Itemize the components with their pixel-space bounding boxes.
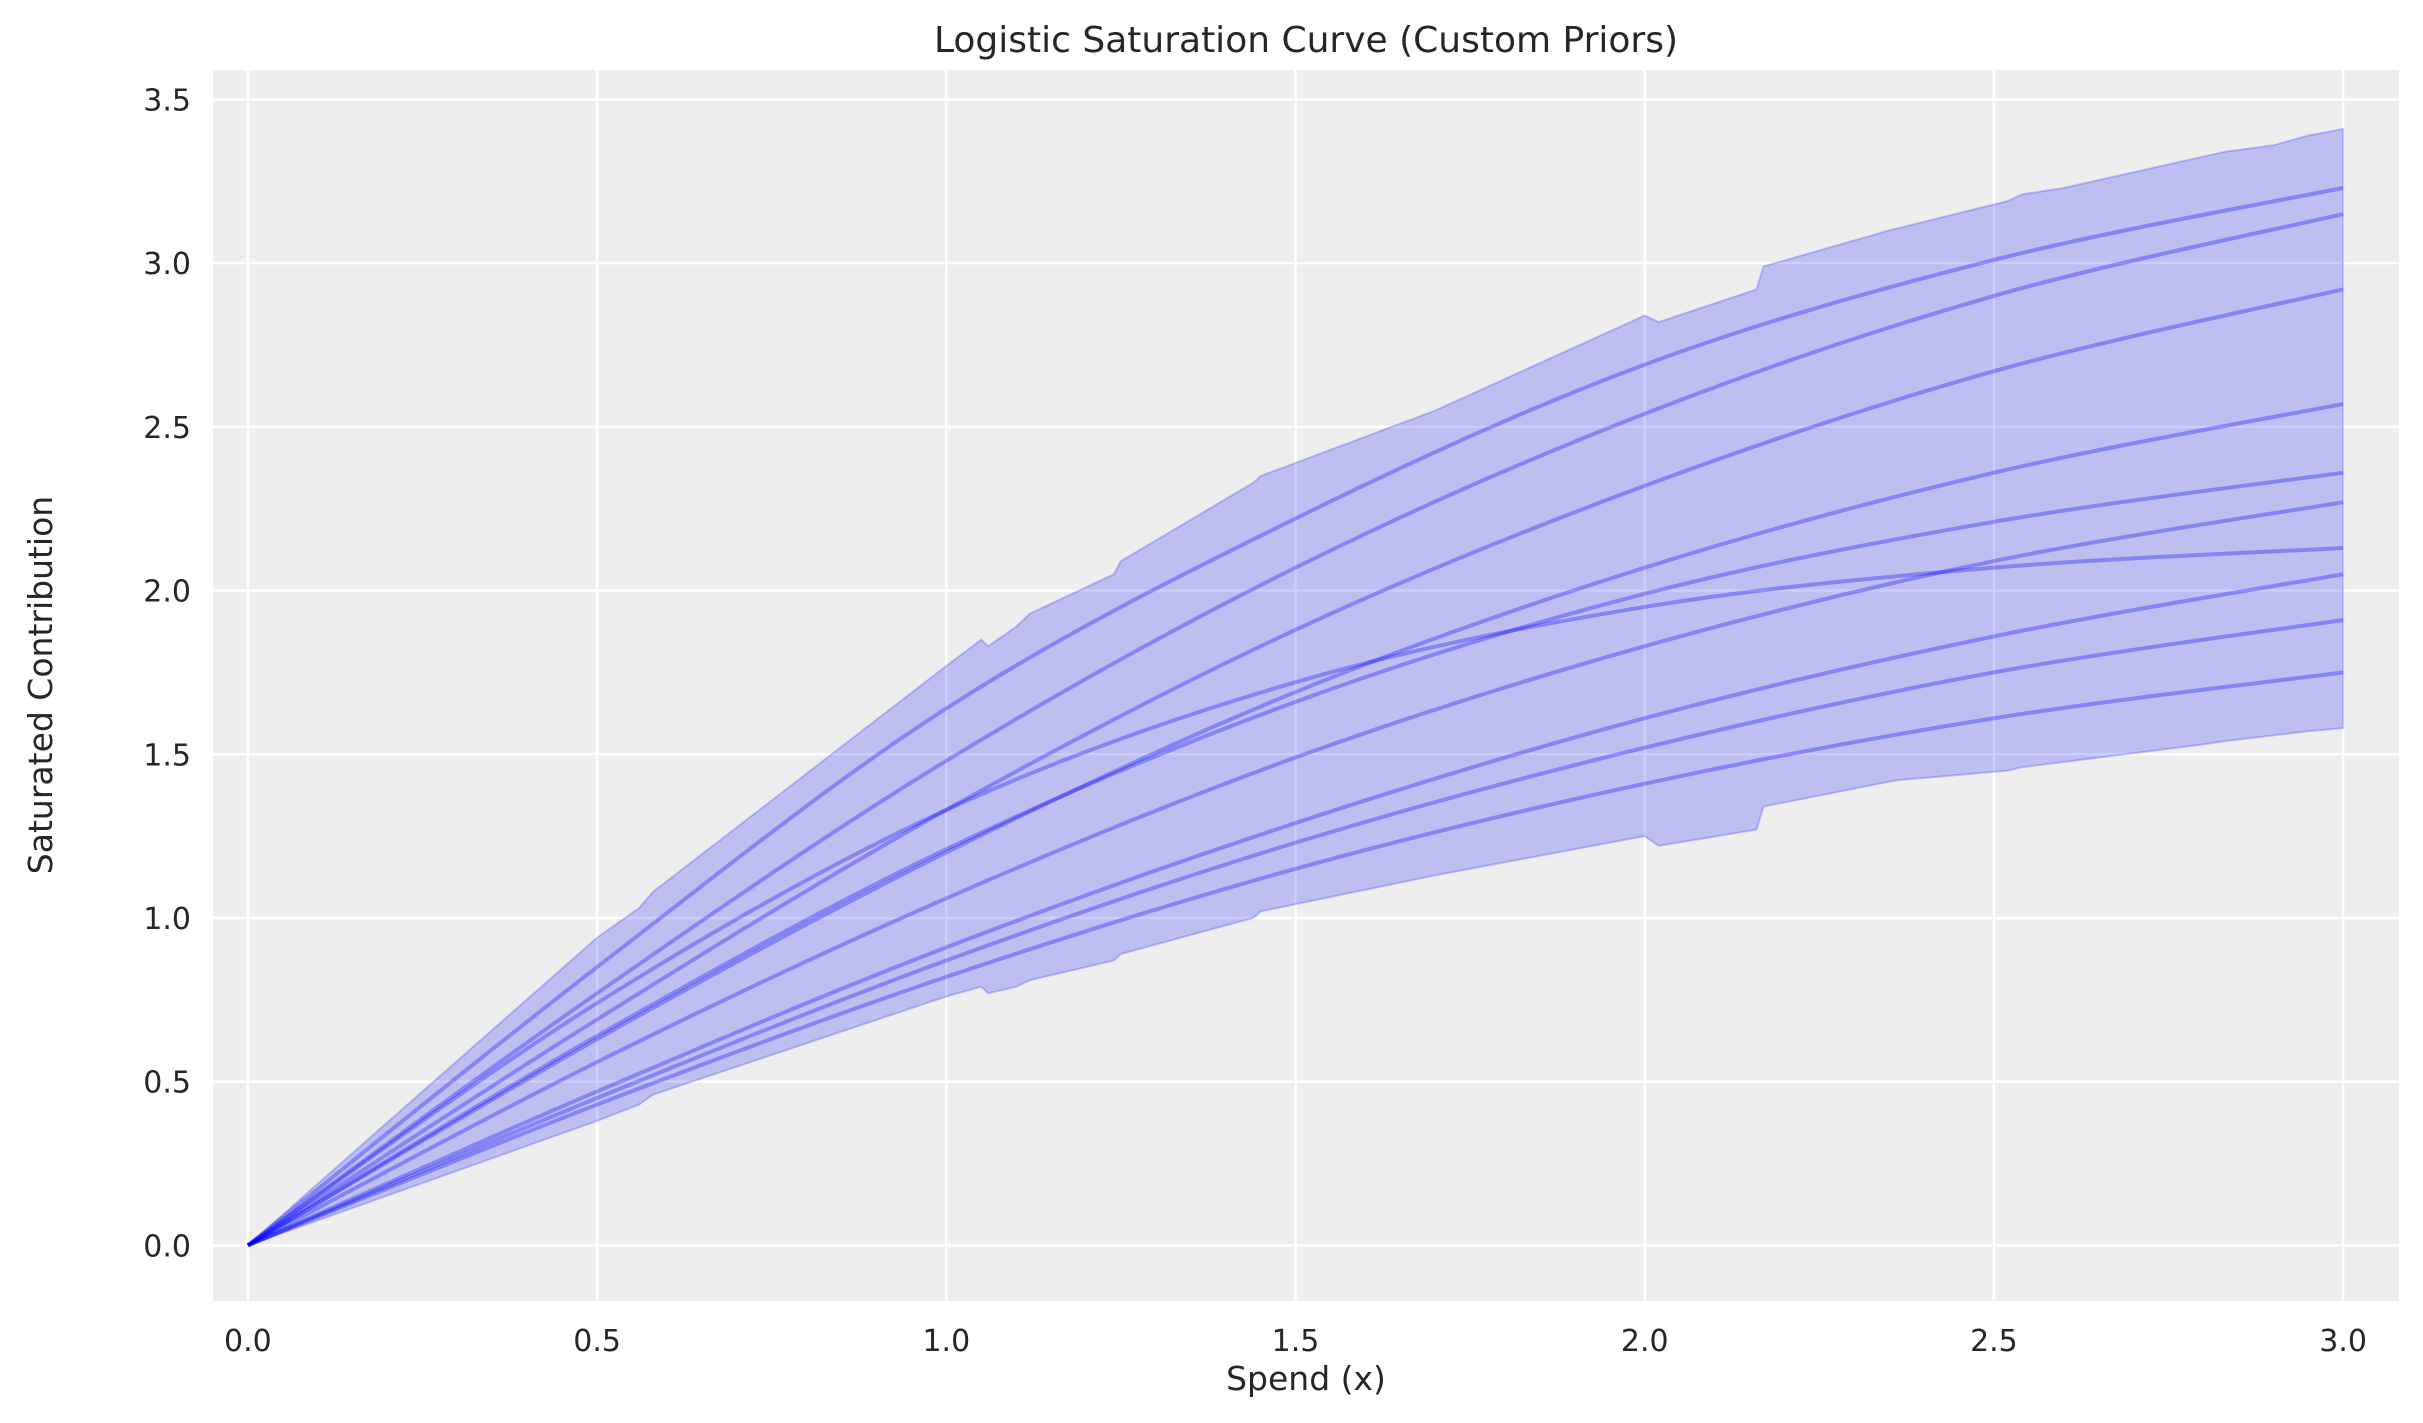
x-tick-label: 2.5 [1970, 1324, 2018, 1359]
x-tick-label: 1.5 [1272, 1324, 1320, 1359]
x-tick-label: 3.0 [2319, 1324, 2367, 1359]
y-axis-label: Saturated Contribution [21, 496, 60, 874]
y-tick-label: 3.0 [143, 247, 191, 282]
series-line-3 [246, 287, 2344, 1248]
x-axis-label: Spend (x) [1226, 1359, 1386, 1398]
y-tick-label: 0.5 [143, 1066, 191, 1101]
series-line-8 [247, 572, 2344, 1248]
band-layer [247, 127, 2345, 1247]
x-tick-label: 1.0 [922, 1324, 970, 1359]
series-line-2 [246, 212, 2344, 1247]
series-line-10 [247, 670, 2344, 1248]
plot-area [213, 70, 2399, 1301]
series-line-7 [246, 545, 2344, 1247]
x-tick-labels: 0.0 0.5 1.0 1.5 2.0 2.5 3.0 [224, 1324, 2367, 1359]
y-tick-label: 2.0 [143, 575, 191, 610]
y-tick-label: 0.0 [143, 1229, 191, 1264]
x-tick-label: 0.5 [573, 1324, 621, 1359]
x-tick-label: 0.0 [224, 1324, 272, 1359]
hdi-band [247, 127, 2345, 1247]
series-line-9 [247, 618, 2344, 1248]
y-tick-label: 3.5 [143, 83, 191, 118]
y-tick-label: 1.0 [143, 902, 191, 937]
chart-title: Logistic Saturation Curve (Custom Priors… [934, 20, 1678, 61]
series-line-6 [246, 500, 2344, 1248]
grid [213, 70, 2399, 1301]
y-tick-label: 2.5 [143, 411, 191, 446]
x-tick-label: 2.0 [1621, 1324, 1669, 1359]
y-tick-labels: 0.0 0.5 1.0 1.5 2.0 2.5 3.0 3.5 [143, 83, 191, 1264]
series-line-1 [246, 185, 2344, 1247]
series-line-4 [246, 401, 2344, 1248]
series-lines [246, 185, 2344, 1248]
series-line-5 [246, 470, 2344, 1248]
y-tick-label: 1.5 [143, 738, 191, 773]
